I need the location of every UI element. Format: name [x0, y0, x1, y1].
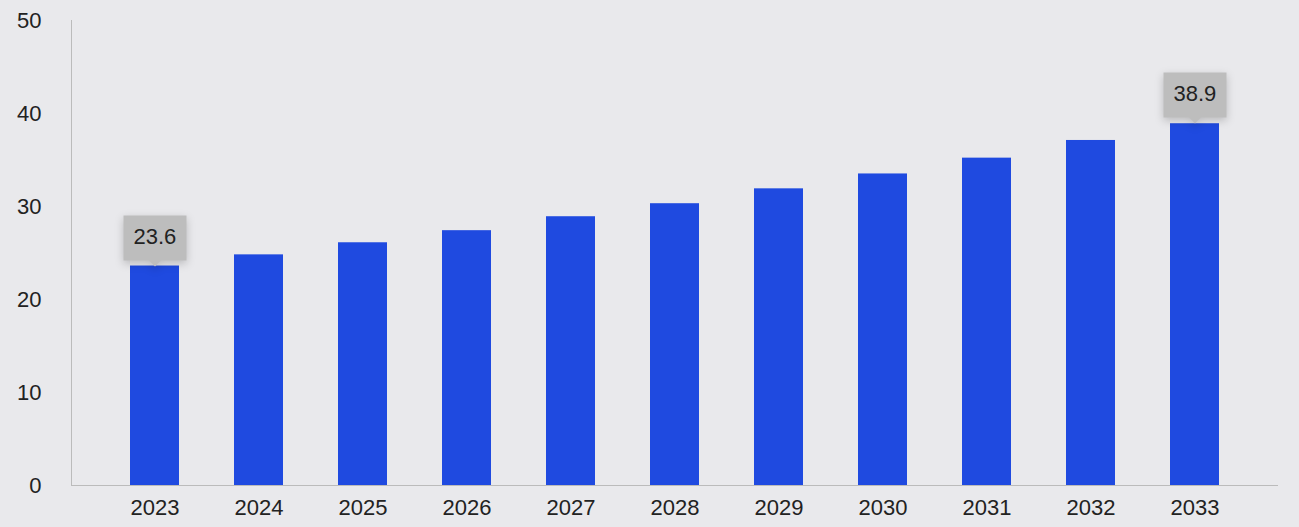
svg-text:2024: 2024 — [235, 495, 284, 520]
svg-text:2031: 2031 — [963, 495, 1012, 520]
svg-text:2025: 2025 — [339, 495, 388, 520]
svg-text:10: 10 — [17, 380, 41, 405]
svg-text:​23.6: ​23.6 — [134, 224, 177, 249]
svg-text:20: 20 — [17, 287, 41, 312]
svg-text:2028: 2028 — [651, 495, 700, 520]
svg-text:​38.9: ​38.9 — [1174, 81, 1217, 106]
svg-text:0: 0 — [29, 473, 41, 498]
svg-text:2032: 2032 — [1067, 495, 1116, 520]
svg-text:2030: 2030 — [859, 495, 908, 520]
svg-text:2033: 2033 — [1171, 495, 1220, 520]
svg-text:50: 50 — [17, 8, 41, 33]
svg-text:2029: 2029 — [755, 495, 804, 520]
svg-text:2023: 2023 — [131, 495, 180, 520]
svg-text:40: 40 — [17, 101, 41, 126]
svg-text:2026: 2026 — [443, 495, 492, 520]
svg-text:2027: 2027 — [547, 495, 596, 520]
svg-text:30: 30 — [17, 194, 41, 219]
